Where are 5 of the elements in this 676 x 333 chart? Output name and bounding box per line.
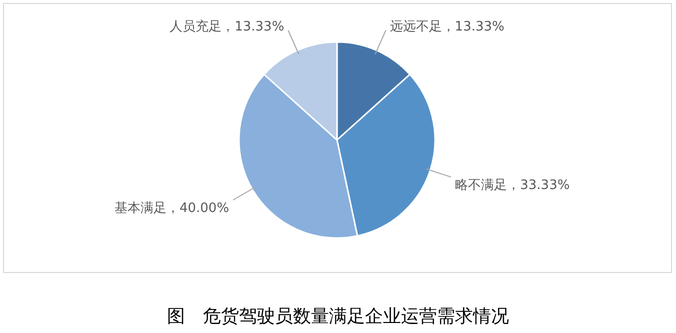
text: 图 危货驾驶员数量满足企业运营需求情况 xyxy=(167,306,509,327)
slice-label: 远远不足，13.33% xyxy=(390,19,504,34)
slice-label: 基本满足，40.00% xyxy=(114,201,230,216)
slice-label: 略不满足，33.33% xyxy=(455,178,570,194)
slice-label: 人员充足，13.33% xyxy=(170,19,284,34)
